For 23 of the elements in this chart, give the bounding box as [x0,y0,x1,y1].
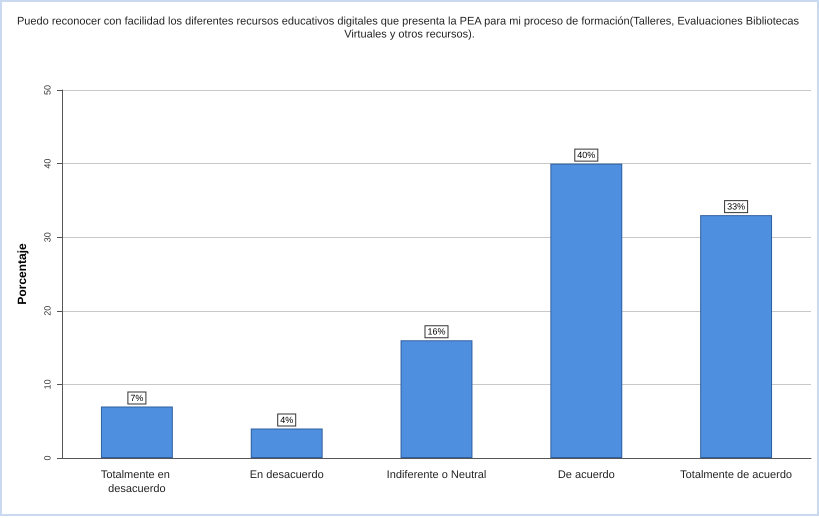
y-tick-label: 0 [42,455,52,461]
x-tick-label: Totalmente en desacuerdo [100,469,173,495]
x-tick-label: De acuerdo [558,469,615,481]
y-tick-label: 40 [42,158,52,169]
data-label: 16% [427,326,446,337]
y-tick-label: 20 [42,306,52,316]
y-tick-label: 30 [42,232,52,242]
data-label: 33% [727,202,746,212]
bar [550,164,622,458]
x-tick-label: En desacuerdo [250,469,324,481]
y-tick-label: 50 [42,84,52,96]
x-tick-label: Totalmente de acuerdo [680,469,792,481]
data-label: 7% [130,392,144,403]
x-tick-label: Indiferente o Neutral [386,469,486,481]
y-axis-title: Porcentaje [15,242,29,305]
data-label: 40% [577,150,596,160]
bar [250,428,323,458]
chart-title: Puedo reconocer con facilidad los diferentes recursos educativos digitales que presenta la PEA para mi proceso de formación(Talleres, Evaluaciones Bibliotecas Virtuales y otros recursos). [16,16,802,40]
bar [100,406,173,458]
data-label: 4% [280,415,294,426]
bar [700,215,772,458]
y-tick-label: 10 [42,379,52,390]
bar [400,340,472,458]
